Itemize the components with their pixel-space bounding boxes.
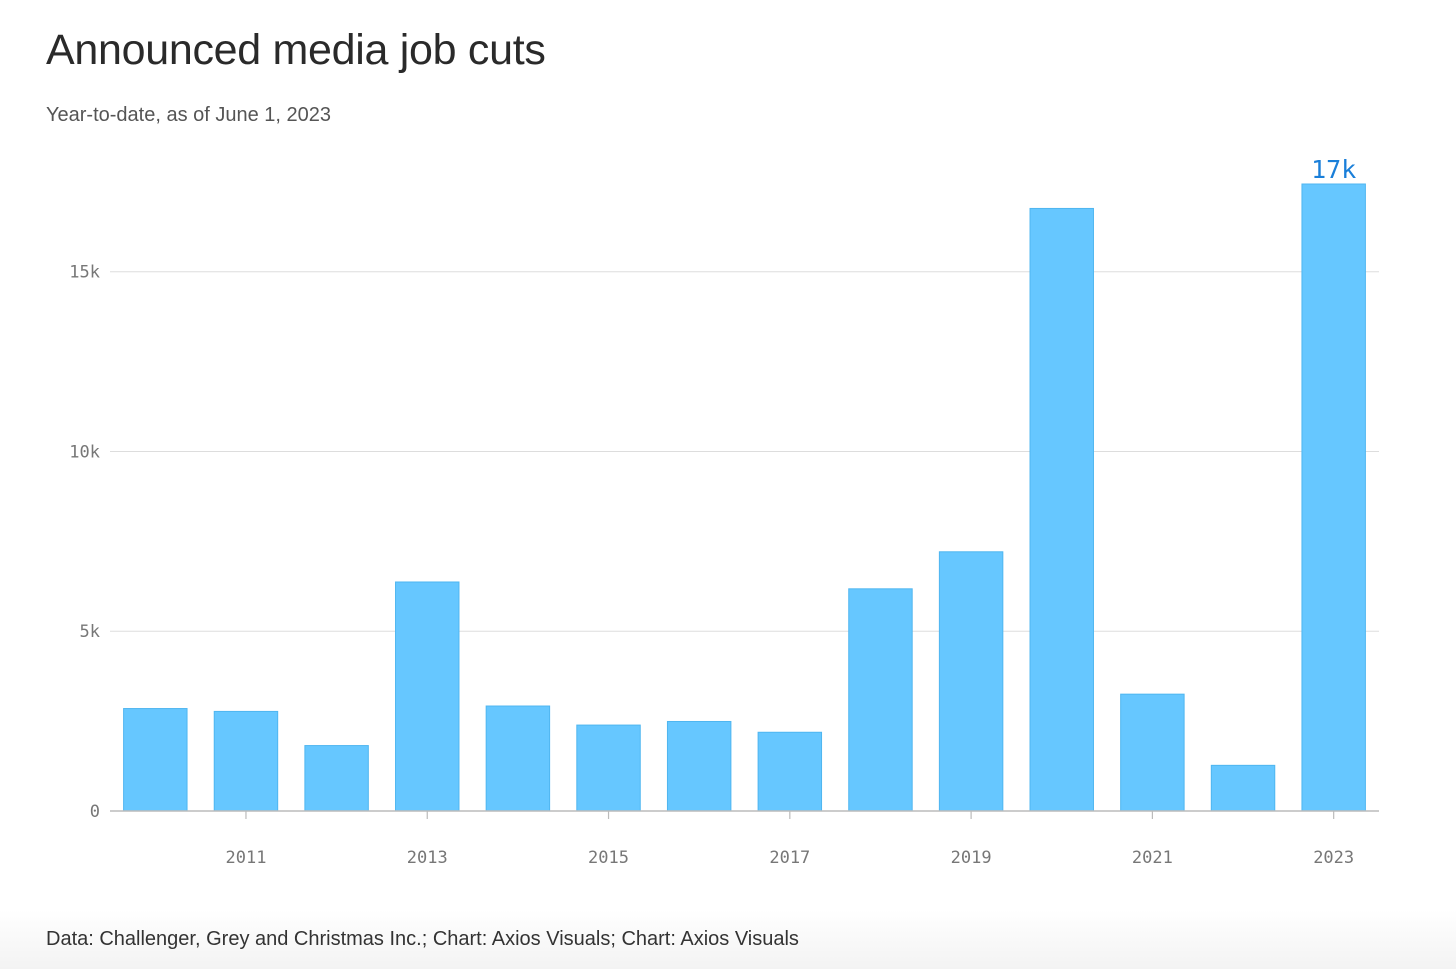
bar-2015 [576, 724, 641, 812]
bar-chart: 0 5k 10k 15k 2011 2013 2015 2017 2019 2021 2023 17k [69, 155, 1379, 868]
y-tick-label: 15k [69, 263, 100, 283]
gridlines [110, 271, 1379, 632]
x-tick-label: 2015 [588, 848, 629, 868]
source-note: Data: Challenger, Grey and Christmas Inc… [46, 928, 799, 950]
x-tick-label: 2011 [225, 848, 266, 868]
data-label-2023: 17k [1311, 155, 1356, 184]
bar-2013 [395, 581, 460, 812]
bar-2014 [485, 705, 551, 812]
bar-2023 [1301, 183, 1366, 812]
bar-2010 [123, 708, 188, 812]
bar-2021 [1120, 693, 1185, 812]
bar-2022 [1210, 764, 1276, 812]
labels: 0 5k 10k 15k 2011 2013 2015 2017 2019 2021 2023 17k [69, 155, 1356, 868]
x-tick-label: 2019 [951, 848, 992, 868]
x-axis [110, 810, 1379, 819]
y-tick-label: 5k [80, 622, 100, 642]
bar-2020 [1029, 207, 1094, 812]
bar-2019 [938, 551, 1004, 812]
x-tick-label: 2017 [769, 848, 810, 868]
footer: Data: Challenger, Grey and Christmas Inc… [0, 910, 1456, 969]
x-tick-label: 2021 [1132, 848, 1173, 868]
bar-2018 [848, 588, 913, 812]
chart-title: Announced media job cuts [46, 26, 546, 74]
x-tick-label: 2013 [407, 848, 448, 868]
y-tick-label: 10k [69, 442, 100, 462]
bar-2011 [213, 710, 279, 812]
bars [123, 183, 1366, 812]
bar-2017 [757, 731, 823, 812]
bar-2016 [666, 720, 732, 812]
y-tick-label: 0 [90, 802, 100, 822]
chart-subtitle: Year-to-date, as of June 1, 2023 [46, 104, 332, 126]
bar-2012 [304, 745, 369, 812]
x-tick-label: 2023 [1313, 848, 1354, 868]
